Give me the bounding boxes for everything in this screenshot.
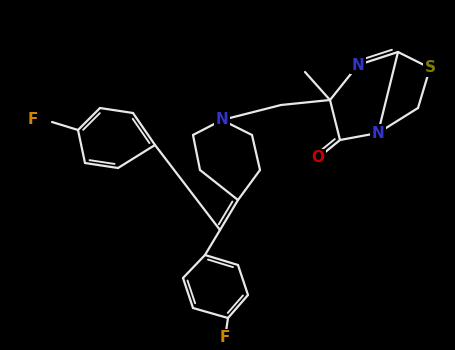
Text: F: F: [220, 330, 230, 345]
Text: F: F: [28, 112, 38, 127]
Text: N: N: [372, 126, 384, 140]
Text: O: O: [312, 150, 324, 166]
Text: N: N: [216, 112, 228, 127]
Text: N: N: [352, 57, 364, 72]
Text: S: S: [425, 61, 435, 76]
